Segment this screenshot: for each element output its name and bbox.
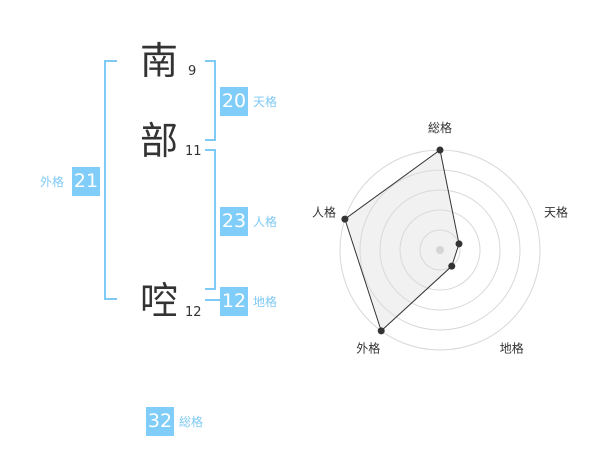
data-point — [377, 327, 385, 335]
bracket-tick — [205, 60, 216, 62]
grid-ring — [379, 189, 501, 311]
name-char-1: 南 — [139, 39, 178, 83]
grid-ring — [359, 169, 521, 331]
gaikaku-label: 外格 — [40, 175, 65, 189]
chikaku-connector — [205, 299, 220, 301]
axis-label: 総格 — [428, 120, 452, 135]
gaikaku-value: 21 — [72, 167, 100, 196]
bracket-tick — [205, 288, 216, 290]
grid-ring — [419, 229, 461, 271]
jinkaku-label: 人格 — [253, 215, 278, 229]
stroke-count-1: 9 — [188, 64, 197, 79]
bracket-tick — [205, 149, 216, 151]
data-point — [341, 215, 349, 223]
tenkaku-bracket — [214, 60, 216, 141]
data-point — [436, 146, 444, 154]
chikaku-label: 地格 — [253, 295, 278, 309]
axis-label: 外格 — [356, 341, 380, 356]
radar-area — [344, 149, 460, 332]
center-dot — [436, 246, 444, 254]
data-point — [455, 240, 463, 248]
name-char-3: 啌 — [139, 279, 178, 323]
axis-label: 地格 — [500, 341, 524, 356]
soukaku-value: 32 — [146, 407, 174, 436]
bracket-tick — [104, 60, 117, 62]
jinkaku-value: 23 — [220, 207, 248, 236]
jinkaku-bracket — [214, 149, 216, 290]
axis-label: 天格 — [544, 204, 568, 219]
name-char-2: 部 — [139, 119, 178, 163]
stroke-count-3: 12 — [185, 305, 202, 320]
bracket-tick — [104, 298, 117, 300]
tenkaku-value: 20 — [220, 87, 248, 116]
axis-label: 人格 — [312, 204, 336, 219]
stroke-count-2: 11 — [185, 144, 202, 159]
tenkaku-label: 天格 — [253, 95, 278, 109]
soukaku-label: 総格 — [179, 415, 204, 429]
bracket-tick — [205, 139, 216, 141]
gaikaku-bracket — [104, 60, 106, 300]
data-point — [448, 262, 456, 270]
chikaku-value: 12 — [220, 287, 248, 316]
grid-ring — [399, 209, 481, 291]
